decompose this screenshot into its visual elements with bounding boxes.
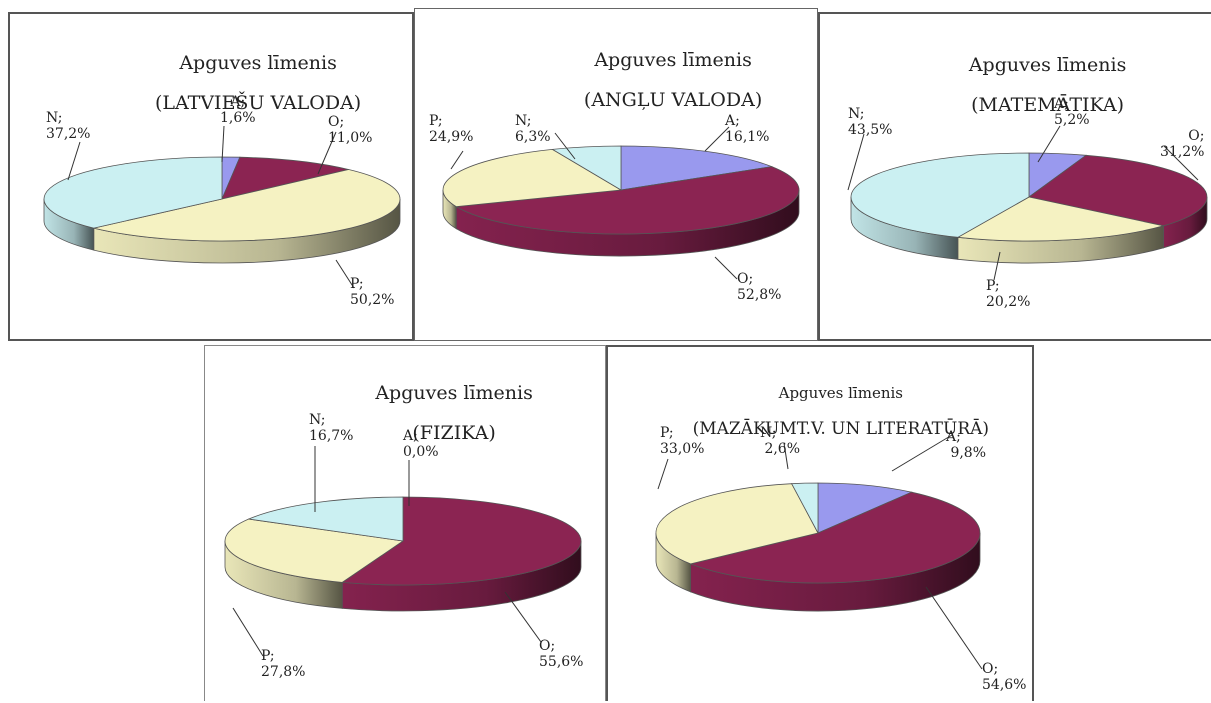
chart-title: Apguves līmenis (LATVIEŠU VALODA) <box>154 51 362 114</box>
leader-line <box>1037 125 1061 163</box>
chart-title: Apguves līmenis (ANGĻU VALODA) <box>583 48 763 111</box>
leader-line <box>1163 145 1199 181</box>
slice-label-p: P; 33,0% <box>660 425 705 458</box>
pie-slice-n <box>850 152 1030 238</box>
leader-line <box>335 259 355 289</box>
leader-line <box>317 131 337 175</box>
slice-label-p: P; 27,8% <box>261 648 306 681</box>
leader-line <box>714 256 738 280</box>
pie-chart-mazakumt-v <box>655 434 983 670</box>
leader-line <box>704 126 730 152</box>
pie-slice-o <box>341 496 582 586</box>
leader-line <box>783 442 789 470</box>
slice-label-o: O; 11,0% <box>328 114 373 147</box>
chart-title: Apguves līmenis (MAZĀKUMT.V. UN LITERATŪ… <box>692 383 990 439</box>
pie-slice-n <box>43 156 223 229</box>
pie-chart-matematika <box>847 125 1208 281</box>
slice-label-n: N; 43,5% <box>848 106 893 139</box>
pie-slice-p <box>93 169 401 242</box>
chart-panel-anglu-valoda: Apguves līmenis (ANGĻU VALODA) P; 24,9% N… <box>414 8 818 341</box>
leader-line <box>554 132 576 160</box>
chart-panel-fizika: Apguves līmenis (FIZIKA) N; 16,7% A; 0,0% … <box>204 345 606 701</box>
slice-label-o: O; 55,6% <box>539 638 584 671</box>
chart-panel-matematika: Apguves līmenis (MATEMĀTIKA) N; 43,5% A; 5… <box>818 12 1211 341</box>
pie-slice-a <box>817 482 913 534</box>
slice-label-n: N; 6,3% <box>515 113 551 146</box>
chart-title: Apguves līmenis (MATEMĀTIKA) <box>968 53 1127 116</box>
pie-slice-n <box>247 496 404 542</box>
leader-line <box>925 586 983 670</box>
slice-label-o: O; 31,2% <box>1160 128 1205 161</box>
slice-label-n: N; 2,6% <box>760 425 801 458</box>
slice-label-a: A; 16,1% <box>725 113 770 146</box>
pie-chart-fizika <box>224 446 582 657</box>
leader-line <box>450 150 464 170</box>
chart-panel-mazakumt-v: Apguves līmenis (MAZĀKUMT.V. UN LITERATŪ… <box>606 345 1034 701</box>
pie-slice-n <box>551 145 622 191</box>
leader-line <box>504 591 542 643</box>
chart-title: Apguves līmenis (FIZIKA) <box>375 381 533 444</box>
pie-slice-p <box>956 196 1164 242</box>
slice-label-p: P; 20,2% <box>986 278 1031 311</box>
slice-label-p: P; 24,9% <box>429 113 474 146</box>
slice-label-n: N; 37,2% <box>46 110 91 143</box>
leader-line <box>232 607 264 657</box>
pie-slice-a <box>620 145 774 191</box>
slice-label-o: O; 52,8% <box>737 271 782 304</box>
leader-line <box>847 133 865 191</box>
leader-line <box>221 125 225 163</box>
pie-chart-anglu-valoda <box>442 126 800 280</box>
pie-slice-p <box>655 483 819 565</box>
slice-label-a: A; 1,6% <box>220 94 256 127</box>
slice-label-a: A; 5,2% <box>1054 96 1090 129</box>
leader-line <box>891 434 953 472</box>
pie-slice-o <box>1028 154 1208 227</box>
chart-panel-latviesu-valoda: Apguves līmenis (LATVIEŠU VALODA) N; 37,2… <box>8 12 414 341</box>
pie-slice-o <box>221 156 349 200</box>
pie-chart-latviesu-valoda <box>43 125 401 289</box>
leader-line <box>993 251 1001 281</box>
leader-line <box>657 458 669 490</box>
pie-slice-o <box>454 166 800 235</box>
leader-line <box>67 141 81 181</box>
slice-label-a: A; 9,8% <box>946 429 987 462</box>
slice-label-p: P; 50,2% <box>350 276 395 309</box>
pie-slice-n <box>791 482 819 534</box>
slice-label-n: N; 16,7% <box>309 412 354 445</box>
pie-slice-o <box>689 491 981 584</box>
slice-label-o: O; 54,6% <box>982 661 1027 694</box>
slice-label-a: A; 0,0% <box>403 428 439 461</box>
